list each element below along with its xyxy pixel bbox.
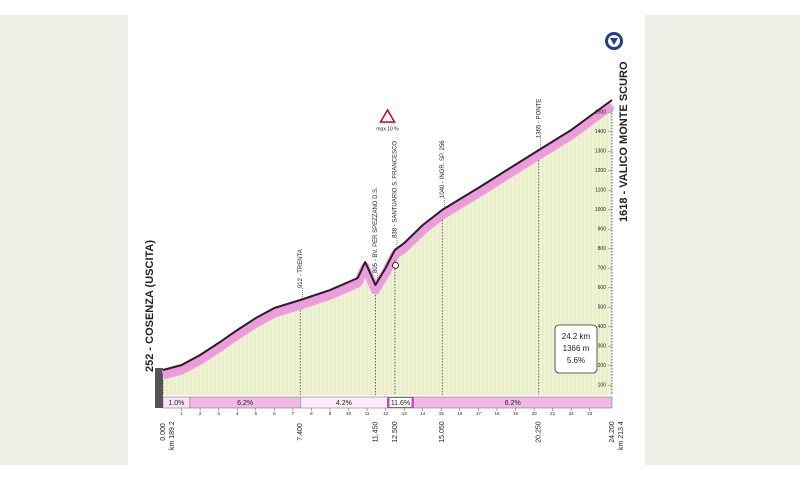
summary-line: 5.6% [567, 356, 585, 365]
km-mark-label: 19 [513, 411, 519, 416]
finish-label: 1618 - VALICO MONTE SCURO [618, 61, 630, 222]
y-tick-label: 1100 [595, 188, 606, 194]
y-tick-label: 800 [598, 246, 607, 252]
start-post [155, 368, 163, 408]
max-gradient-label: max 10 % [376, 126, 399, 132]
profile-line [162, 99, 613, 371]
km-mark-label: 20 [532, 411, 538, 416]
waypoint-label: 912 - TRENTA [298, 249, 304, 288]
km-mark-label: 22 [569, 411, 575, 416]
y-tick-label: 500 [598, 305, 607, 311]
y-tick-label: 1000 [595, 207, 606, 213]
km-mark-label: 3 [217, 411, 220, 416]
y-tick-label: 300 [598, 344, 607, 350]
km-mark-label: 23 [587, 411, 593, 416]
max-gradient-icon [379, 108, 396, 123]
y-tick-label: 1200 [595, 168, 606, 174]
km-mark-label: 16 [457, 411, 463, 416]
x-tick-label: 12.500 [392, 421, 399, 443]
km-mark-label: 12 [383, 411, 389, 416]
km-mark-label: 8 [310, 411, 313, 416]
x-tick-label: 20.250 [536, 421, 543, 443]
summary-line: 24.2 km [562, 332, 591, 341]
km-mark-label: 21 [550, 411, 556, 416]
start-km: km 189.2 [169, 421, 176, 450]
km-mark-label: 11 [365, 411, 370, 416]
y-tick-label: 200 [598, 363, 607, 369]
km-mark-label: 5 [255, 411, 258, 416]
km-mark-label: 18 [494, 411, 500, 416]
km-mark-label: 2 [199, 411, 202, 416]
gradient-label: 6.2% [505, 400, 521, 407]
y-tick-label: 1300 [595, 149, 606, 155]
km-mark-label: 7 [292, 411, 295, 416]
waypoint-label: 1365 - PONTE [536, 99, 542, 138]
side-panel [645, 15, 800, 465]
km-mark-label: 15 [439, 411, 445, 416]
x-tick-label: 24.200 [609, 421, 616, 443]
gradient-label: 4.2% [336, 400, 352, 407]
y-tick-label: 100 [598, 383, 607, 389]
km-mark-label: 9 [329, 411, 332, 416]
x-tick-label: 7.400 [297, 423, 304, 441]
km-mark-label: 1 [180, 411, 183, 416]
gradient-label: 6.2% [237, 400, 253, 407]
y-tick-label: 400 [598, 324, 607, 330]
gradient-label: 11.6% [391, 400, 410, 407]
start-label: 252 - COSENZA (USCITA) [144, 240, 156, 372]
summary-line: 1366 m [563, 344, 590, 353]
profile-band [161, 101, 615, 380]
max-gradient-dot [392, 261, 399, 269]
summary-box [554, 324, 598, 374]
waypoint-label: 805 - BV. PER SPEZZANO D.S. [373, 187, 379, 273]
waypoint-label: 838 - SANTUARIO S. FRANCESCO [392, 141, 398, 238]
y-tick-label: 600 [598, 285, 607, 291]
km-mark-label: 4 [236, 411, 239, 416]
gradient-label: 1.0% [168, 400, 184, 407]
finish-icon [605, 32, 623, 50]
y-tick-label: 1400 [595, 129, 606, 135]
km-mark-label: 10 [346, 411, 352, 416]
gradient-segment [413, 396, 613, 409]
x-tick-label: 15.050 [439, 421, 446, 443]
km-mark-label: 14 [420, 411, 426, 416]
x-tick-label: 0.000 [160, 423, 167, 441]
waypoint-label: 1040 - INGR. SP. 256 [440, 140, 446, 198]
y-tick-label: 900 [598, 227, 607, 233]
km-mark-label: 13 [402, 411, 408, 416]
y-tick-label: 700 [598, 266, 607, 272]
finish-km: km 213.4 [618, 421, 625, 450]
km-mark-label: 17 [476, 411, 482, 416]
gradient-label-box [389, 398, 412, 407]
side-panel [0, 15, 128, 465]
x-tick-label: 11.450 [372, 421, 379, 442]
y-tick-label: 1500 [595, 110, 606, 116]
km-mark-label: 6 [273, 411, 276, 416]
